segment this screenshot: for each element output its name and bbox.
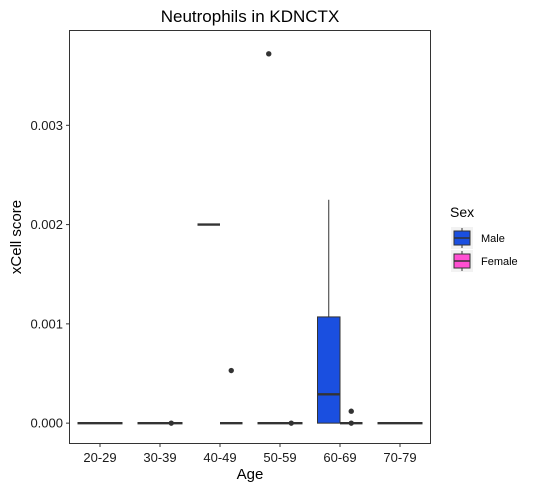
legend-label-male: Male: [481, 233, 505, 245]
y-tick-label: 0.001: [30, 316, 63, 331]
box-female-30-39: [160, 420, 183, 426]
x-tick-label: 40-49: [203, 450, 236, 465]
x-tick-label: 70-79: [383, 450, 416, 465]
x-axis: 20-29 30-39 40-49 50-59 60-69 70-79: [83, 443, 417, 465]
outlier-point: [228, 367, 234, 374]
legend: Sex Male Female: [450, 204, 518, 272]
y-axis-title: xCell score: [8, 200, 25, 274]
y-axis: 0.000 0.001 0.002 0.003: [30, 118, 70, 431]
chart-title: Neutrophils in KDNCTX: [161, 7, 340, 26]
box-female-60-69: [340, 408, 363, 426]
box-female-50-59: [280, 420, 303, 426]
x-tick-label: 30-39: [143, 450, 176, 465]
plot-panel: [69, 30, 431, 444]
outlier-point: [266, 51, 272, 57]
box-body: [317, 316, 341, 424]
x-tick-label: 20-29: [83, 450, 116, 465]
y-tick-label: 0.003: [30, 118, 63, 133]
legend-key-female: [451, 250, 473, 272]
box-male-50-59: [257, 51, 280, 425]
outlier-point: [348, 408, 354, 414]
legend-title: Sex: [450, 204, 474, 220]
box-male-60-69: [317, 199, 341, 424]
y-tick-label: 0.002: [30, 217, 63, 232]
legend-key-male: [451, 227, 473, 249]
legend-label-female: Female: [481, 256, 518, 268]
outlier-point: [348, 420, 354, 426]
x-axis-title: Age: [237, 466, 264, 483]
x-tick-label: 60-69: [323, 450, 356, 465]
y-tick-label: 0.000: [30, 416, 63, 431]
box-female-40-49: [220, 367, 243, 425]
outlier-point: [168, 420, 174, 426]
outlier-point: [288, 420, 294, 426]
x-tick-label: 50-59: [263, 450, 296, 465]
box-series: [77, 51, 423, 426]
